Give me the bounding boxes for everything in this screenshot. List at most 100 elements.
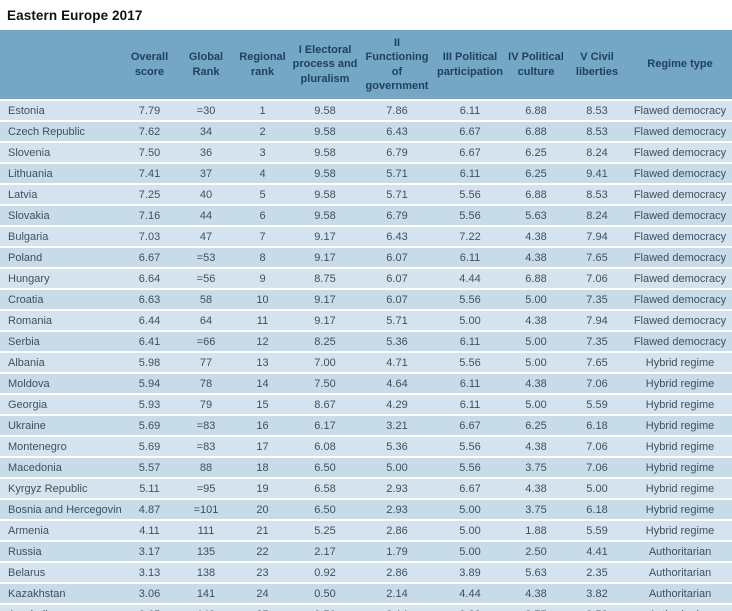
cell-civil-liberties: 7.06 bbox=[586, 378, 608, 391]
cell-civil-liberties: 5.00 bbox=[586, 483, 608, 496]
cell-electoral-process: 8.75 bbox=[314, 273, 336, 286]
cell-political-participation: 5.56 bbox=[459, 441, 481, 454]
cell-country: Albania bbox=[8, 357, 45, 370]
table-row: Lithuania 7.41 37 4 9.58 5.71 6.11 6.25 9.41 Flaw… bbox=[0, 163, 732, 185]
cell-regional-rank: 15 bbox=[256, 399, 269, 412]
cell-regime-type: Flawed democracy bbox=[633, 252, 727, 265]
cell-global-rank: =83 bbox=[196, 420, 216, 433]
cell-regime-type: Hybrid regime bbox=[645, 462, 715, 475]
cell-global-rank: 47 bbox=[199, 231, 213, 244]
cell-functioning-of-government: 4.29 bbox=[386, 399, 408, 412]
cell-global-rank: 40 bbox=[199, 189, 213, 202]
cell-country: Ukraine bbox=[8, 420, 46, 433]
cell-overall-score: 7.50 bbox=[138, 147, 161, 160]
table-row: Slovakia 7.16 44 6 9.58 6.79 5.56 5.63 8.24 Flawe… bbox=[0, 205, 732, 227]
cell-civil-liberties: 2.35 bbox=[586, 567, 608, 580]
table-row: Armenia 4.11 111 21 5.25 2.86 5.00 1.88 5.59 Hybr… bbox=[0, 520, 732, 542]
cell-country: Moldova bbox=[8, 378, 50, 391]
cell-political-culture: 4.38 bbox=[525, 315, 547, 328]
cell-regional-rank: 4 bbox=[259, 168, 266, 181]
cell-global-rank: 58 bbox=[199, 294, 213, 307]
cell-electoral-process: 7.50 bbox=[314, 378, 336, 391]
cell-global-rank: 44 bbox=[199, 210, 213, 223]
cell-civil-liberties: 7.35 bbox=[586, 336, 608, 349]
cell-political-culture: 6.88 bbox=[525, 105, 547, 118]
header-row: Overall score Global Rank Regional rank I E… bbox=[0, 30, 732, 101]
cell-overall-score: 6.63 bbox=[138, 294, 161, 307]
cell-civil-liberties: 8.24 bbox=[586, 210, 608, 223]
cell-civil-liberties: 6.18 bbox=[586, 420, 608, 433]
cell-overall-score: 6.41 bbox=[138, 336, 161, 349]
cell-civil-liberties: 8.53 bbox=[586, 105, 608, 118]
cell-overall-score: 5.69 bbox=[138, 420, 161, 433]
cell-civil-liberties: 8.24 bbox=[586, 147, 608, 160]
cell-regional-rank: 8 bbox=[259, 252, 266, 265]
cell-political-culture: 6.88 bbox=[525, 189, 547, 202]
cell-country: Croatia bbox=[8, 294, 44, 307]
cell-country: Kazakhstan bbox=[8, 588, 66, 601]
cell-political-participation: 6.67 bbox=[459, 483, 481, 496]
cell-overall-score: 4.87 bbox=[138, 504, 161, 517]
cell-overall-score: 7.79 bbox=[138, 105, 161, 118]
table-row: Ukraine 5.69 =83 16 6.17 3.21 6.67 6.25 6.18 Hybr… bbox=[0, 415, 732, 437]
cell-functioning-of-government: 5.71 bbox=[386, 168, 408, 181]
table-row: Kyrgyz Republic 5.11 =95 19 6.58 2.93 6.67 4.38… bbox=[0, 478, 732, 500]
cell-regional-rank: 6 bbox=[259, 210, 266, 223]
cell-electoral-process: 8.67 bbox=[314, 399, 336, 412]
cell-political-culture: 5.00 bbox=[525, 357, 547, 370]
cell-civil-liberties: 8.53 bbox=[586, 189, 608, 202]
cell-regime-type: Flawed democracy bbox=[633, 336, 727, 349]
cell-electoral-process: 9.17 bbox=[314, 315, 336, 328]
cell-functioning-of-government: 6.07 bbox=[386, 273, 408, 286]
cell-global-rank: =66 bbox=[196, 336, 216, 349]
cell-regional-rank: 21 bbox=[256, 525, 269, 538]
cell-global-rank: 37 bbox=[199, 168, 213, 181]
cell-civil-liberties: 8.53 bbox=[586, 126, 608, 139]
cell-civil-liberties: 7.06 bbox=[586, 273, 608, 286]
cell-regional-rank: 25 bbox=[235, 604, 290, 611]
table-row: Poland 6.67 =53 8 9.17 6.07 6.11 4.38 7.65 Flawed… bbox=[0, 247, 732, 269]
cell-electoral-process: 2.17 bbox=[314, 546, 336, 559]
cell-country: Armenia bbox=[8, 525, 49, 538]
cell-country: Russia bbox=[8, 546, 42, 559]
cell-functioning-of-government: 5.71 bbox=[386, 315, 408, 328]
cell-electoral-process: 9.58 bbox=[314, 189, 336, 202]
cell-political-culture: 2.50 bbox=[525, 546, 547, 559]
cell-overall-score: 5.98 bbox=[138, 357, 161, 370]
cell-political-culture: 4.38 bbox=[525, 483, 547, 496]
cell-functioning-of-government: 6.43 bbox=[386, 231, 408, 244]
cell-overall-score: 3.17 bbox=[138, 546, 161, 559]
table-row: Latvia 7.25 40 5 9.58 5.71 5.56 6.88 8.53 Flawed … bbox=[0, 184, 732, 206]
cell-regional-rank: 9 bbox=[259, 273, 266, 286]
cell-country: Lithuania bbox=[8, 168, 53, 181]
cell-regional-rank: 24 bbox=[256, 588, 269, 601]
cell-political-participation: 5.00 bbox=[459, 504, 481, 517]
cell-country: Montenegro bbox=[8, 441, 67, 454]
table-row: Czech Republic 7.62 34 2 9.58 6.43 6.67 6.88 8.5… bbox=[0, 121, 732, 143]
cell-political-participation: 6.11 bbox=[459, 105, 481, 118]
cell-overall-score: 3.06 bbox=[138, 588, 161, 601]
cell-electoral-process: 9.58 bbox=[314, 147, 336, 160]
cell-overall-score: 4.11 bbox=[139, 525, 160, 538]
democracy-index-table: Overall score Global Rank Regional rank I E… bbox=[0, 30, 732, 611]
column-header-regional-rank: Regional rank bbox=[235, 30, 290, 101]
cell-functioning-of-government: 5.36 bbox=[386, 336, 408, 349]
cell-political-participation: 4.44 bbox=[459, 273, 481, 286]
cell-regional-rank: 7 bbox=[259, 231, 266, 244]
table-row: Belarus 3.13 138 23 0.92 2.86 3.89 5.63 2.35 Auth… bbox=[0, 562, 732, 584]
cell-overall-score: 6.67 bbox=[138, 252, 161, 265]
cell-regime-type: Flawed democracy bbox=[633, 294, 727, 307]
cell-political-culture: 4.38 bbox=[525, 252, 547, 265]
cell-global-rank: =83 bbox=[196, 441, 216, 454]
cell-political-participation: 3.33 bbox=[434, 604, 506, 611]
cell-overall-score: 6.64 bbox=[138, 273, 161, 286]
cell-regional-rank: 5 bbox=[259, 189, 266, 202]
table-row: Estonia 7.79 =30 1 9.58 7.86 6.11 6.88 8.53 Flawe… bbox=[0, 100, 732, 122]
cell-regime-type: Flawed democracy bbox=[633, 189, 727, 202]
cell-regional-rank: 18 bbox=[256, 462, 269, 475]
cell-political-participation: 6.67 bbox=[459, 420, 481, 433]
cell-regime-type: Hybrid regime bbox=[645, 525, 715, 538]
cell-functioning-of-government: 4.71 bbox=[386, 357, 408, 370]
cell-functioning-of-government: 6.07 bbox=[386, 294, 408, 307]
cell-regime-type: Hybrid regime bbox=[645, 420, 715, 433]
